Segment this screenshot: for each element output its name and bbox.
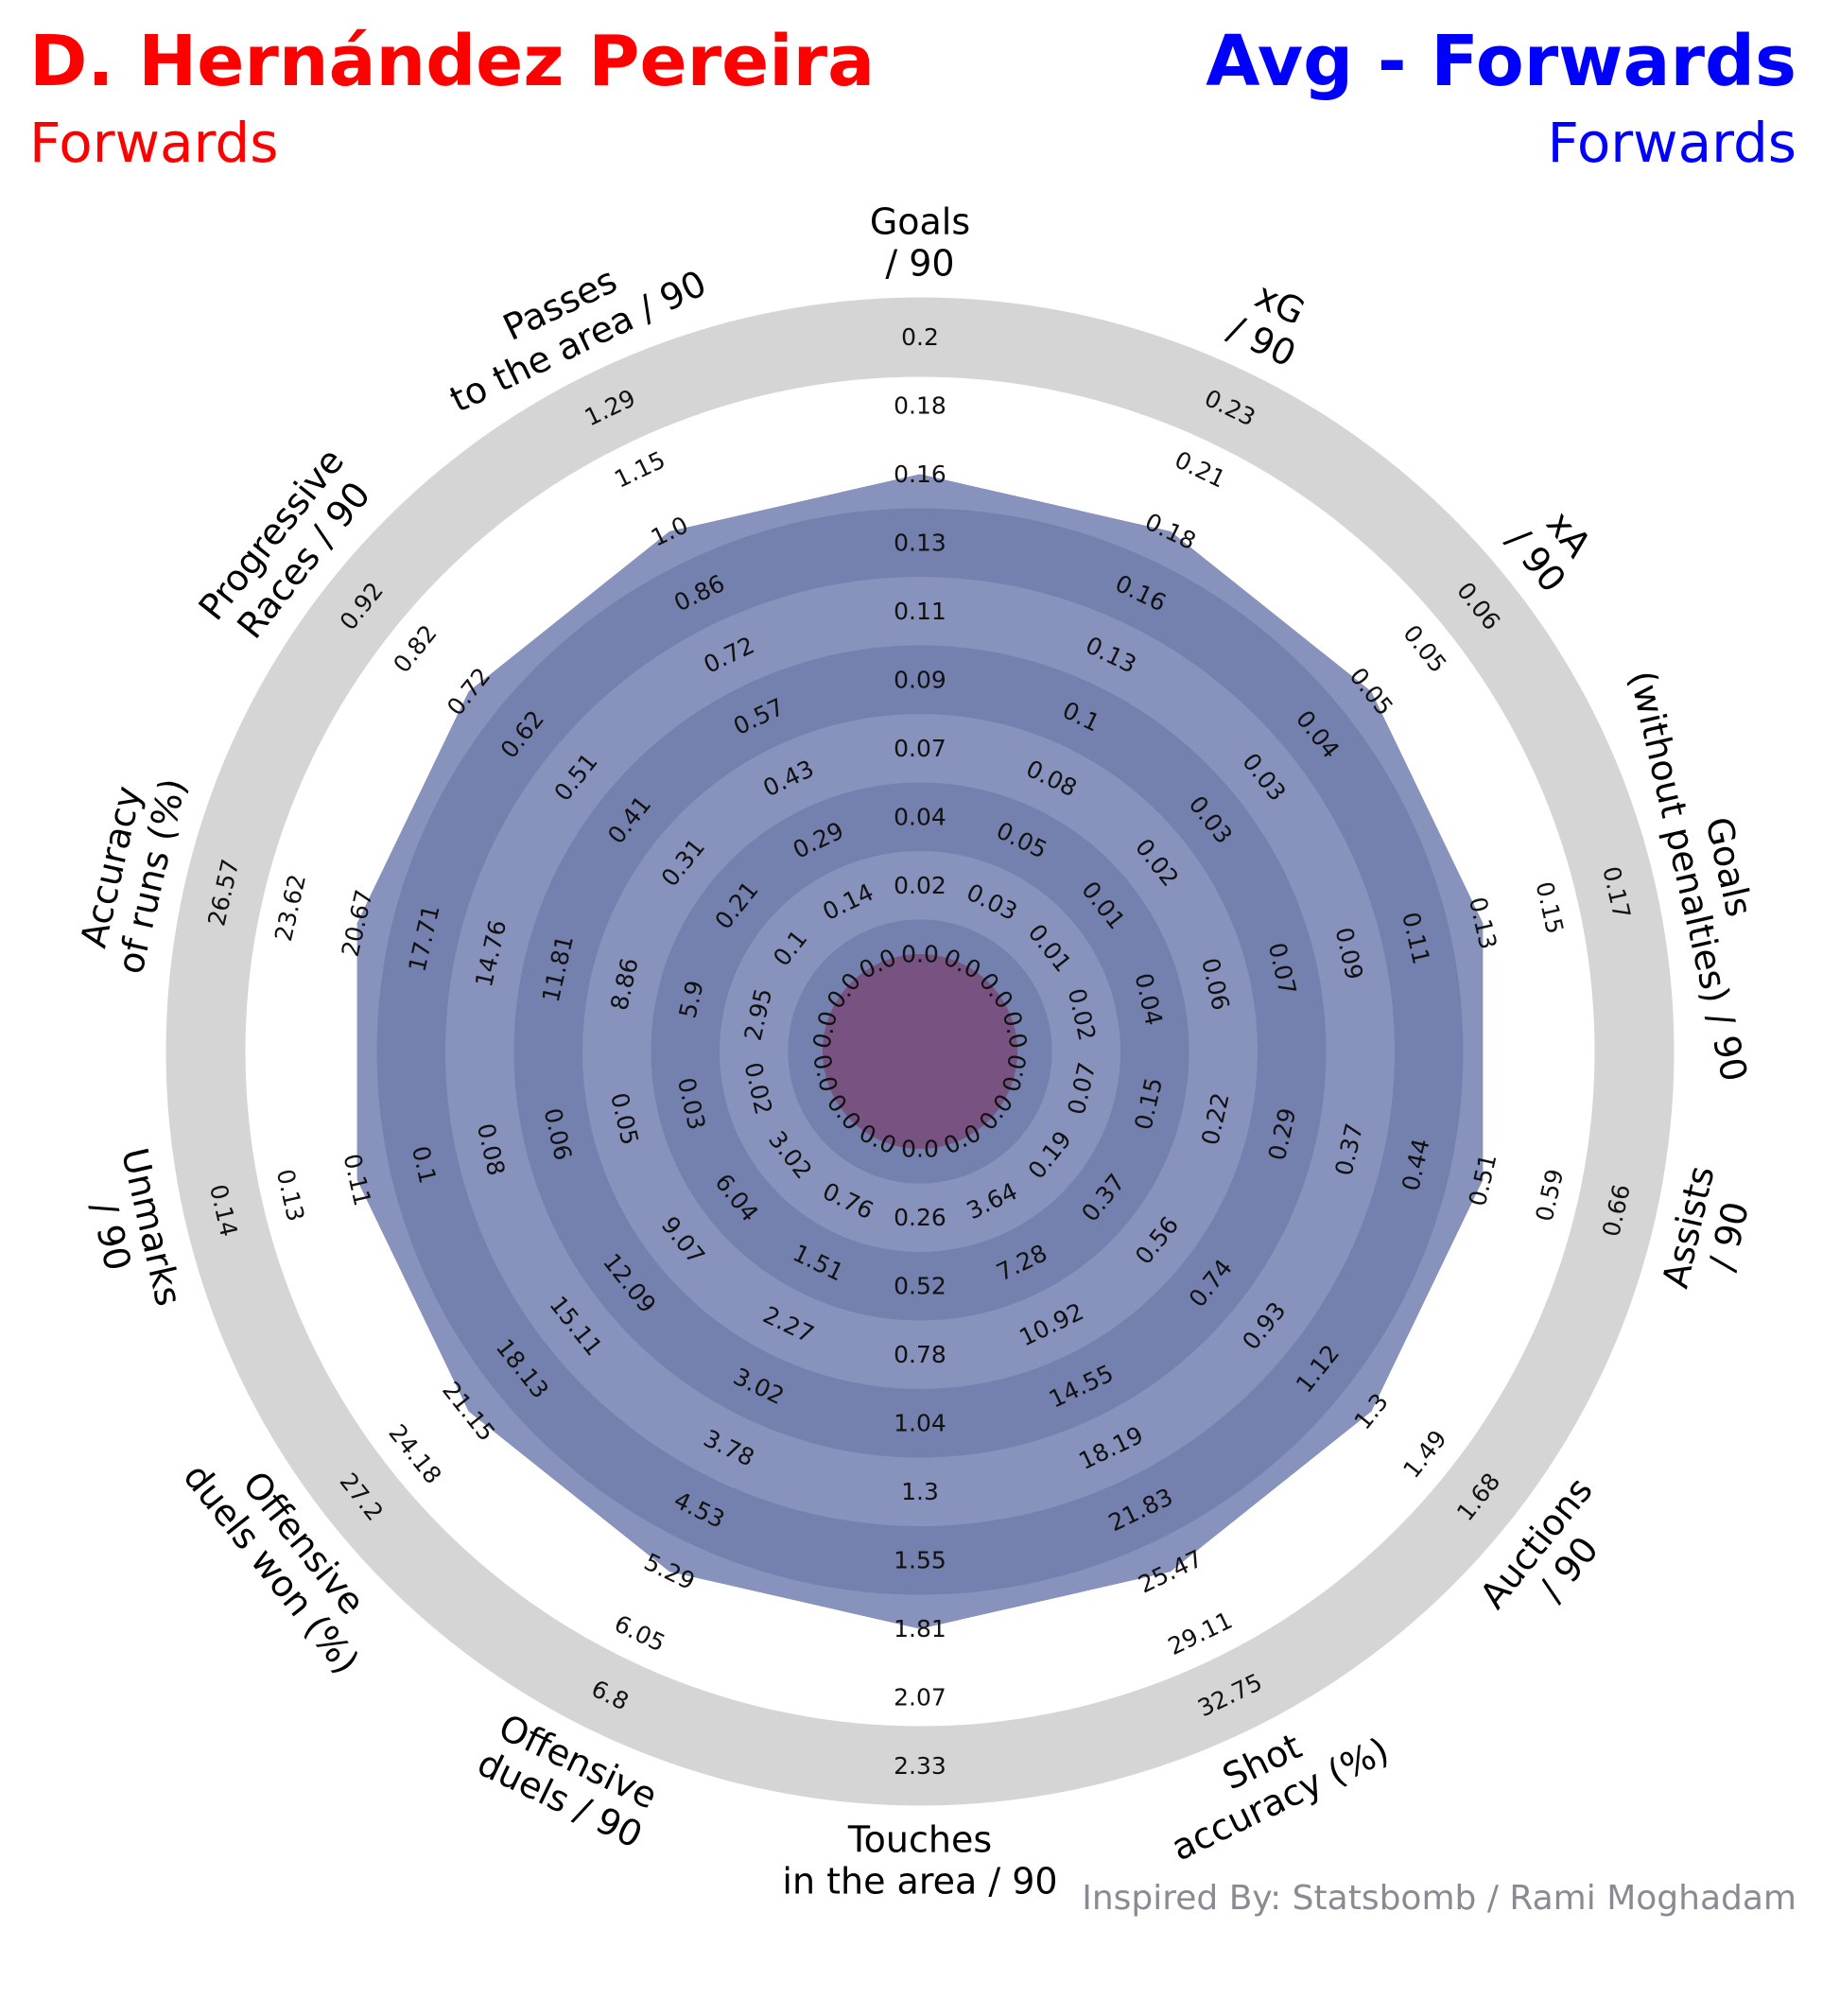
- param-label-line: / 90: [885, 243, 954, 285]
- tick-label: 0.18: [894, 392, 946, 420]
- comparison-name: Avg - Forwards: [1206, 21, 1797, 102]
- player-position: Forwards: [29, 111, 279, 175]
- tick-label: 0.04: [894, 804, 946, 831]
- tick-label: 1.04: [894, 1410, 946, 1437]
- comparison-position: Forwards: [1547, 111, 1797, 175]
- param-label-line: Touches: [847, 1819, 992, 1861]
- param-label-line: in the area / 90: [782, 1861, 1057, 1903]
- tick-label: 0.52: [894, 1273, 946, 1300]
- tick-label: 0.13: [894, 530, 946, 557]
- player-name: D. Hernández Pereira: [29, 21, 876, 102]
- param-label-line: Goals: [870, 201, 970, 243]
- tick-label: 0.2: [901, 323, 939, 351]
- tick-label: 0.16: [894, 461, 946, 488]
- tick-label: 0.11: [894, 598, 946, 625]
- tick-label: 0.07: [894, 735, 946, 762]
- tick-label: 0.02: [894, 872, 946, 899]
- tick-label: 2.33: [894, 1752, 946, 1780]
- param-label: xG/ 90: [1222, 274, 1311, 374]
- credit-text: Inspired By: Statsbomb / Rami Moghadam: [1082, 1879, 1797, 1918]
- param-label: Unmarks/ 90: [83, 1144, 190, 1310]
- radar-series: [356, 474, 1484, 1629]
- param-label: xA/ 90: [1499, 503, 1600, 600]
- tick-label: 0.0: [901, 1136, 939, 1163]
- param-label: Assists/ 90: [1655, 1162, 1757, 1292]
- avg-series: [356, 474, 1484, 1629]
- tick-label: 0.26: [894, 1204, 946, 1231]
- param-label: Goals/ 90: [870, 201, 970, 285]
- tick-label: 0.78: [894, 1341, 946, 1368]
- tick-label: 0.09: [894, 667, 946, 694]
- tick-label: 0.0: [901, 941, 939, 968]
- tick-label: 1.3: [901, 1478, 939, 1505]
- tick-label: 1.55: [894, 1547, 946, 1574]
- tick-label: 1.81: [894, 1615, 946, 1642]
- tick-label: 2.07: [894, 1684, 946, 1712]
- player-series-area: [823, 954, 1017, 1149]
